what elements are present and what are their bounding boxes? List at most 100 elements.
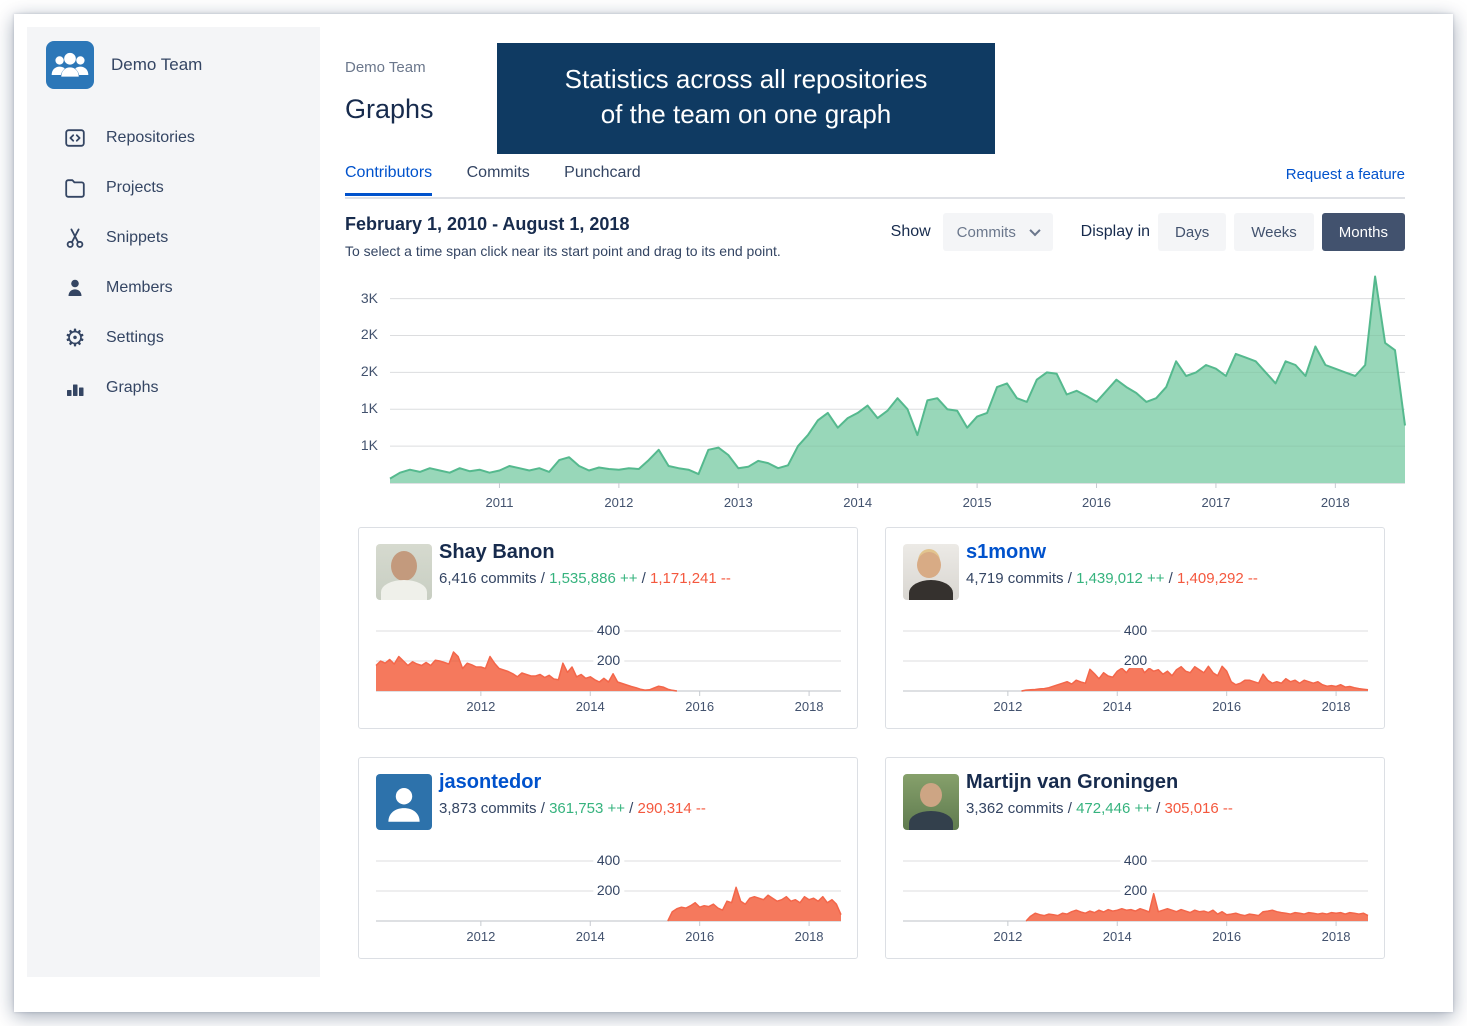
x-tick: 2014 <box>843 495 873 510</box>
sidebar-item-projects[interactable]: Projects <box>27 163 320 213</box>
x-tick: 2015 <box>962 495 992 510</box>
chart-controls: Show Commits Display in Days Weeks Month… <box>891 213 1405 251</box>
contributor-activity-chart: 400 200 2012 2014 2016 2018 <box>376 843 842 953</box>
chevron-down-icon <box>1029 224 1041 237</box>
x-tick: 2012 <box>993 929 1023 944</box>
x-tick: 2016 <box>1082 495 1111 510</box>
sidebar-item-label: Settings <box>106 329 164 346</box>
contributor-stats: 3,362 commits / 472,446 ++ / 305,016 -- <box>966 800 1233 817</box>
contributor-activity-chart: 400 200 2012 2014 2016 2018 <box>903 613 1369 723</box>
commits-area-chart <box>903 630 1369 696</box>
promo-banner: Statistics across all repositories of th… <box>497 43 995 154</box>
scissors-icon <box>62 225 88 251</box>
x-tick: 2016 <box>1212 699 1242 714</box>
separator: / <box>1151 800 1165 817</box>
sidebar-item-settings[interactable]: ⚙ Settings <box>27 313 320 363</box>
tab-bar: Contributors Commits Punchcard Request a… <box>345 164 1405 199</box>
display-months-button[interactable]: Months <box>1321 213 1405 251</box>
team-avatar <box>46 41 94 89</box>
sidebar-item-label: Projects <box>106 179 164 196</box>
separator: / <box>624 800 638 817</box>
tab-contributors[interactable]: Contributors <box>345 164 433 196</box>
sidebar-nav: Repositories Projects Sn <box>27 113 320 413</box>
x-tick: 2017 <box>1201 495 1231 510</box>
commits-area-chart[interactable] <box>389 275 1406 489</box>
display-days-button[interactable]: Days <box>1158 213 1227 251</box>
contributor-name-link[interactable]: s1monw <box>966 541 1047 563</box>
contributor-name: Shay Banon <box>439 541 555 563</box>
separator: / <box>1063 800 1077 817</box>
sidebar-item-label: Snippets <box>106 229 169 246</box>
sidebar-item-members[interactable]: Members <box>27 263 320 313</box>
contributor-card: jasontedor 3,873 commits / 361,753 ++ / … <box>358 757 858 959</box>
contributor-card: Shay Banon 6,416 commits / 1,535,886 ++ … <box>358 527 858 729</box>
separator: / <box>637 570 650 587</box>
page-title: Graphs <box>345 94 434 124</box>
commits-count: 3,873 commits <box>439 800 537 817</box>
gear-icon: ⚙ <box>64 324 86 352</box>
team-commits-chart[interactable]: 3K 2K 2K 1K 1K 2011 2012 2013 2014 2015 … <box>361 275 1406 515</box>
commits-area-chart <box>376 860 842 926</box>
separator: / <box>536 570 550 587</box>
avatar <box>903 774 959 830</box>
contributor-stats: 3,873 commits / 361,753 ++ / 290,314 -- <box>439 800 706 817</box>
deletions: 1,171,241 -- <box>650 570 731 587</box>
sidebar-item-graphs[interactable]: Graphs <box>27 363 320 413</box>
y-tick: 3K <box>360 289 378 306</box>
avatar <box>376 774 432 830</box>
separator: / <box>536 800 550 817</box>
x-tick: 2014 <box>1102 699 1132 714</box>
x-tick: 2012 <box>604 495 634 510</box>
sidebar-item-snippets[interactable]: Snippets <box>27 213 320 263</box>
contributor-card: Martijn van Groningen 3,362 commits / 47… <box>885 757 1385 959</box>
team-name: Demo Team <box>111 55 203 74</box>
commits-count: 4,719 commits <box>966 570 1064 587</box>
additions: 1,535,886 ++ <box>549 570 638 587</box>
x-tick: 2014 <box>575 699 605 714</box>
contributor-activity-chart: 400 200 2012 2014 2016 2018 <box>375 613 841 723</box>
banner-line2: of the team on one graph <box>600 99 892 129</box>
banner-line1: Statistics across all repositories <box>564 64 928 94</box>
sidebar-item-label: Members <box>106 279 173 296</box>
breadcrumb[interactable]: Demo Team <box>345 59 426 76</box>
period-range: February 1, 2010 - August 1, 2018 <box>345 214 630 234</box>
commits-count: 6,416 commits <box>439 570 537 587</box>
x-tick: 2013 <box>723 495 753 510</box>
bar-chart-icon <box>62 375 88 401</box>
x-tick: 2011 <box>485 495 514 510</box>
x-tick: 2018 <box>794 929 824 944</box>
display-in-label: Display in <box>1080 223 1151 240</box>
person-icon <box>388 788 420 822</box>
contributor-name: Martijn van Groningen <box>966 771 1179 793</box>
contributor-name-link[interactable]: jasontedor <box>439 771 542 793</box>
show-label: Show <box>890 223 931 240</box>
show-select[interactable]: Commits <box>942 213 1053 251</box>
x-tick: 2014 <box>1102 929 1132 944</box>
x-tick: 2018 <box>1321 699 1351 714</box>
contributor-stats: 6,416 commits / 1,535,886 ++ / 1,171,241… <box>439 570 731 587</box>
x-tick: 2016 <box>1212 929 1242 944</box>
x-tick: 2018 <box>1321 929 1351 944</box>
x-tick: 2016 <box>685 699 715 714</box>
tab-punchcard[interactable]: Punchcard <box>564 164 641 181</box>
request-feature-link[interactable]: Request a feature <box>1285 166 1405 183</box>
y-tick: 2K <box>360 363 378 380</box>
sidebar-item-label: Repositories <box>106 129 195 146</box>
y-tick: 1K <box>360 437 378 454</box>
contributor-card: s1monw 4,719 commits / 1,439,012 ++ / 1,… <box>885 527 1385 729</box>
person-icon <box>62 275 88 301</box>
y-tick: 2K <box>360 326 378 343</box>
period-hint: To select a time span click near its sta… <box>345 243 781 259</box>
commits-area-chart <box>375 630 841 696</box>
display-weeks-button[interactable]: Weeks <box>1234 213 1314 251</box>
show-select-value: Commits <box>956 223 1016 241</box>
avatar <box>903 544 959 600</box>
team-header[interactable]: Demo Team <box>46 41 320 89</box>
sidebar-item-repositories[interactable]: Repositories <box>27 113 320 163</box>
deletions: 290,314 -- <box>637 800 706 817</box>
tab-commits[interactable]: Commits <box>466 164 530 181</box>
app-window: Demo Team Repositories Projects <box>14 14 1453 1012</box>
people-icon <box>51 52 89 77</box>
contributor-stats: 4,719 commits / 1,439,012 ++ / 1,409,292… <box>966 570 1258 587</box>
deletions: 305,016 -- <box>1164 800 1233 817</box>
